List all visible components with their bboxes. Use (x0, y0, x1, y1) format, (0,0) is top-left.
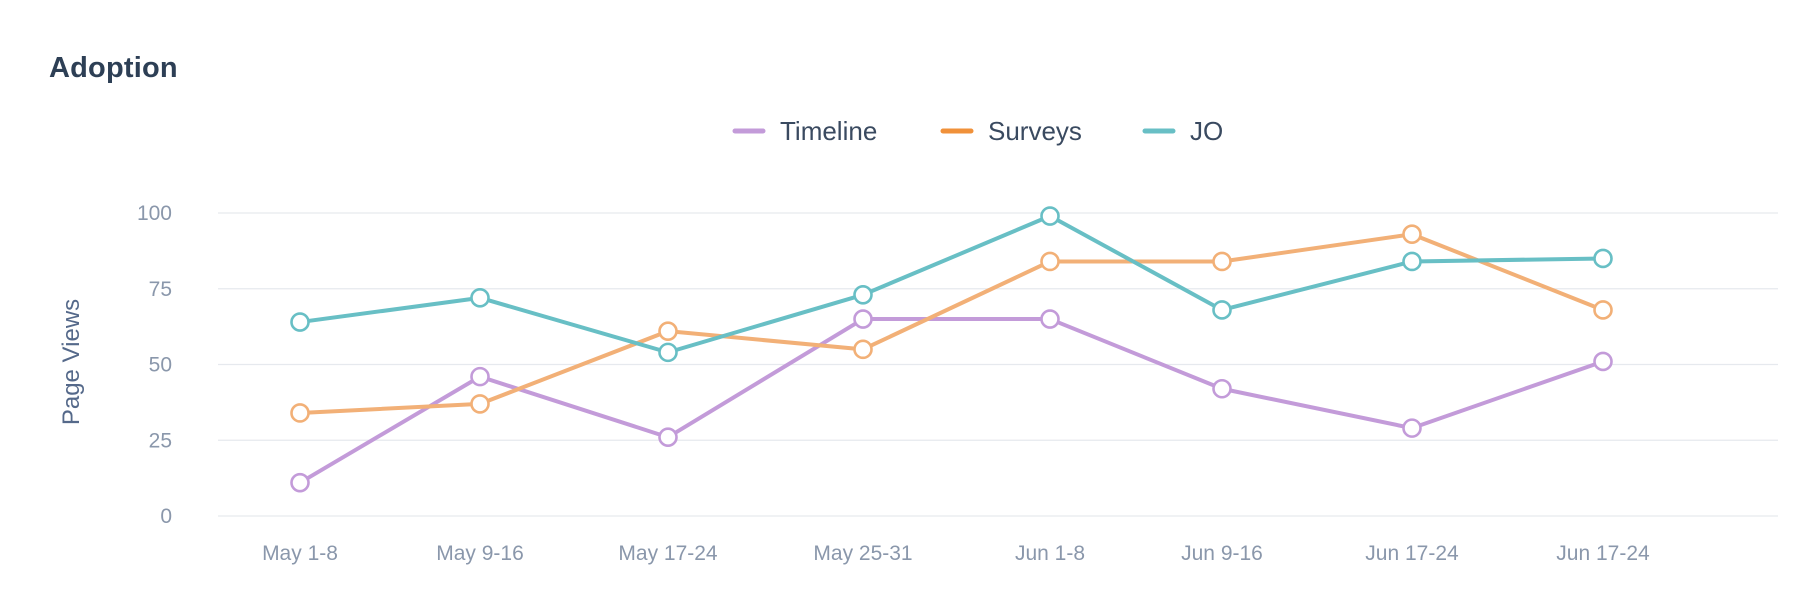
data-point-jo[interactable] (1212, 300, 1232, 320)
data-point-timeline[interactable] (1402, 418, 1422, 438)
series-jo (290, 206, 1613, 363)
y-tick-label: 25 (149, 429, 172, 452)
data-point-timeline[interactable] (290, 472, 310, 493)
data-point-jo[interactable] (1402, 251, 1422, 272)
data-point-surveys[interactable] (290, 403, 310, 423)
y-tick-label: 100 (137, 202, 172, 225)
data-point-timeline[interactable] (853, 309, 873, 329)
data-point-surveys[interactable] (658, 321, 678, 341)
data-point-jo[interactable] (658, 342, 678, 363)
series-line-timeline (298, 317, 1605, 485)
legend-label: Timeline (780, 116, 877, 146)
data-point-jo[interactable] (1593, 248, 1613, 269)
data-point-surveys[interactable] (1402, 224, 1422, 245)
x-tick-label: May 17-24 (618, 542, 718, 565)
x-tick-label: Jun 17-24 (1556, 542, 1650, 565)
legend-item-timeline[interactable]: Timeline (732, 116, 877, 146)
series-timeline (290, 309, 1613, 493)
data-point-jo[interactable] (853, 285, 873, 305)
data-point-surveys[interactable] (470, 394, 490, 414)
y-tick-labels: 0 25 50 75 100 (137, 202, 172, 528)
legend-label: Surveys (988, 116, 1082, 146)
x-tick-label: Jun 9-16 (1181, 542, 1263, 565)
legend-label: JO (1190, 116, 1223, 146)
x-tick-labels: May 1-8 May 9-16 May 17-24 May 25-31 Jun 1-8… (262, 542, 1650, 565)
x-tick-label: May 1-8 (262, 542, 338, 565)
data-point-timeline[interactable] (1040, 309, 1060, 329)
chart-title: Adoption (49, 52, 178, 84)
legend: Timeline Surveys JO (732, 116, 1223, 146)
data-point-timeline[interactable] (658, 427, 678, 448)
x-tick-label: May 25-31 (813, 542, 912, 565)
series-surveys (290, 224, 1613, 423)
data-point-timeline[interactable] (1593, 351, 1613, 372)
data-point-surveys[interactable] (853, 339, 873, 360)
y-axis-title: Page Views (58, 299, 85, 425)
x-tick-label: Jun 17-24 (1365, 542, 1459, 565)
y-tick-label: 0 (160, 505, 172, 528)
data-point-jo[interactable] (470, 288, 490, 308)
data-point-timeline[interactable] (1212, 378, 1232, 399)
y-tick-label: 75 (149, 278, 172, 301)
data-point-surveys[interactable] (1212, 251, 1232, 272)
data-point-surveys[interactable] (1593, 300, 1613, 320)
series-line-jo (298, 214, 1605, 355)
y-tick-label: 50 (149, 354, 172, 377)
legend-item-jo[interactable]: JO (1142, 116, 1223, 146)
data-point-jo[interactable] (290, 312, 310, 332)
series-line-surveys (298, 232, 1605, 415)
x-tick-label: Jun 1-8 (1015, 542, 1085, 565)
data-point-surveys[interactable] (1040, 251, 1060, 272)
x-tick-label: May 9-16 (436, 542, 524, 565)
data-point-timeline[interactable] (470, 366, 490, 387)
data-point-jo[interactable] (1040, 206, 1060, 226)
legend-item-surveys[interactable]: Surveys (940, 116, 1082, 146)
